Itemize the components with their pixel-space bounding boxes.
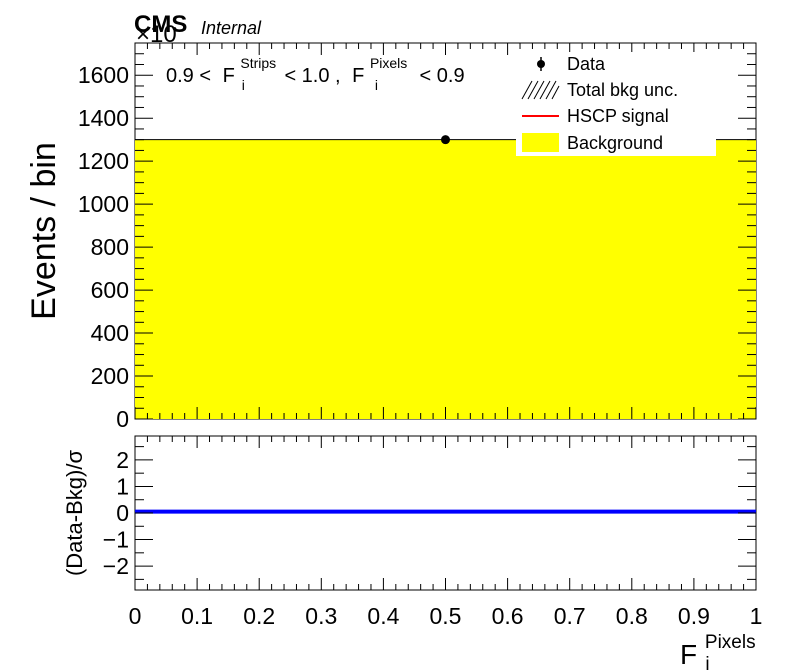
cut-pixels-sub: i	[375, 77, 378, 93]
x-tick-label: 0.9	[678, 603, 710, 629]
main-y-tick-label: 1600	[78, 62, 129, 88]
ratio-y-tick-label: −2	[103, 553, 129, 579]
background-histogram-bar	[135, 139, 756, 419]
x-tick-label: 0.3	[305, 603, 337, 629]
legend-item-background: Background	[522, 133, 663, 153]
legend-data-label: Data	[567, 54, 606, 74]
main-y-tick-label: 0	[116, 406, 129, 432]
main-y-tick-label: 800	[91, 234, 129, 260]
legend-unc-hatch	[521, 80, 560, 100]
x-tick-label: 0.6	[492, 603, 524, 629]
cut-high: < 0.9	[420, 65, 465, 87]
x-tick-label: 0.2	[243, 603, 275, 629]
ratio-y-tick-label: 2	[116, 447, 129, 473]
legend-item-data: Data	[537, 54, 606, 74]
main-y-tick-label: 1000	[78, 191, 129, 217]
cut-strips-sub: i	[242, 77, 245, 93]
ratio-y-tick-label: 0	[116, 500, 129, 526]
main-y-tick-label: 200	[91, 363, 129, 389]
cut-strips-sup: Strips	[240, 55, 276, 71]
cut-pixels-base: F	[352, 65, 364, 87]
status-label: Internal	[201, 18, 262, 38]
legend-background-swatch	[522, 133, 559, 152]
x-tick-label: 0.1	[181, 603, 213, 629]
legend-background-label: Background	[567, 133, 663, 153]
x-tick-label: 0.5	[430, 603, 462, 629]
cut-annotation: 0.9 < F Strips i < 1.0 , F Pixels i < 0.…	[166, 51, 465, 95]
legend: Data Total bkg unc. HSCP signal Backgrou…	[516, 52, 716, 156]
main-y-tick-label: 600	[91, 277, 129, 303]
legend-data-marker	[537, 60, 545, 68]
main-y-axis-title: Events / bin	[25, 142, 63, 320]
experiment-label: CMS	[134, 11, 187, 38]
data-point	[441, 135, 450, 145]
main-y-tick-label: 400	[91, 320, 129, 346]
main-y-tick-label: 1400	[78, 105, 129, 131]
x-tick-label: 1	[750, 603, 763, 629]
x-tick-label: 0.4	[367, 603, 399, 629]
cut-strips-base: F	[223, 65, 235, 87]
ratio-y-axis-title: (Data-Bkg)/σ	[62, 450, 87, 576]
legend-item-unc: Total bkg unc.	[521, 80, 678, 100]
x-axis-title-base: F	[680, 639, 697, 670]
legend-unc-label: Total bkg unc.	[567, 80, 678, 100]
x-tick-label: 0.7	[554, 603, 586, 629]
legend-signal-label: HSCP signal	[567, 106, 669, 126]
main-plot-panel: 0 200 400 600 800 1000 1200 1400 1600	[78, 42, 757, 432]
x-axis-title-sup: Pixels	[705, 632, 756, 653]
x-axis-title-sub: i	[705, 654, 709, 672]
x-axis-title: F Pixels i	[680, 623, 763, 672]
cut-low: 0.9 <	[166, 65, 211, 87]
x-tick-label: 0	[129, 603, 142, 629]
cut-mid: < 1.0 ,	[284, 65, 340, 87]
x-tick-label: 0.8	[616, 603, 648, 629]
cut-pixels-sup: Pixels	[370, 55, 407, 71]
main-y-tick-label: 1200	[78, 148, 129, 174]
ratio-y-tick-label: 1	[116, 473, 129, 499]
ratio-y-tick-label: −1	[103, 527, 129, 553]
legend-item-signal: HSCP signal	[522, 106, 669, 126]
